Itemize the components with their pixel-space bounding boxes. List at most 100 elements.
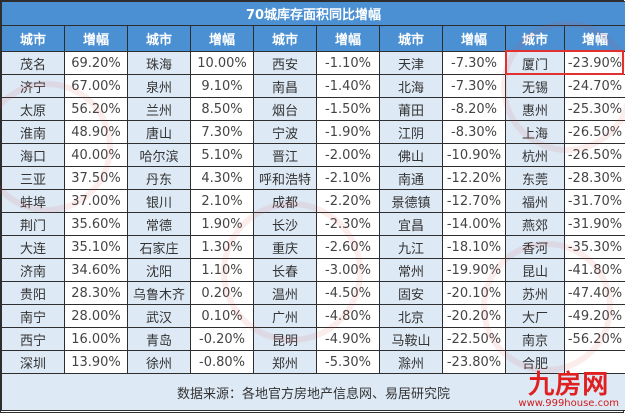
city-cell: 昆明 (253, 327, 317, 351)
city-cell: 西安 (253, 51, 317, 75)
city-cell: 深圳 (1, 350, 65, 374)
table-row: 贵阳 28.30% 乌鲁木齐 0.20% 温州 -4.50% 固安 -20.10% 苏州 -47.… (1, 281, 625, 305)
table-row: 茂名 69.20% 珠海 10.00% 西安 -1.10% 天津 -7.30% 厦门 -23.90… (1, 51, 625, 75)
logo-url: www.999house.com (518, 398, 619, 409)
column-header-city: 城市 (505, 25, 565, 52)
data-source-note: 数据来源：各地官方房地产信息网、易居研究院 (1, 373, 625, 411)
city-cell: 济南 (1, 258, 65, 282)
change-cell: -18.10% (442, 235, 506, 259)
change-cell: -14.00% (442, 212, 506, 236)
column-header-change: 增幅 (442, 25, 506, 52)
city-cell: 江阴 (379, 120, 443, 144)
city-cell: 银川 (127, 189, 191, 213)
change-cell: 48.90% (64, 120, 128, 144)
change-cell: -49.20% (564, 304, 625, 328)
change-cell: 35.10% (64, 235, 128, 259)
change-cell: 5.10% (190, 143, 254, 167)
change-cell: -24.70% (564, 74, 625, 98)
change-cell: -2.00% (316, 143, 380, 167)
city-cell: 长沙 (253, 212, 317, 236)
change-cell: -2.20% (316, 189, 380, 213)
city-cell: 上海 (505, 120, 565, 144)
change-cell: 0.20% (190, 281, 254, 305)
change-cell: -47.40% (564, 281, 625, 305)
table-row: 深圳 13.90% 徐州 -0.80% 郑州 -5.30% 滁州 -23.80% 合肥 (1, 350, 625, 374)
city-cell: 郑州 (253, 350, 317, 374)
table-row: 海口 40.00% 哈尔滨 5.10% 晋江 -2.00% 佛山 -10.90% 杭州 -26.5… (1, 143, 625, 167)
city-cell: 唐山 (127, 120, 191, 144)
table-row: 太原 56.20% 兰州 8.50% 烟台 -1.50% 莆田 -8.20% 惠州 -25.30% (1, 97, 625, 121)
change-cell: -12.70% (442, 189, 506, 213)
city-cell: 东莞 (505, 166, 565, 190)
change-cell: -23.90% (564, 51, 625, 75)
city-cell: 燕郊 (505, 212, 565, 236)
change-cell: -8.20% (442, 97, 506, 121)
change-cell: -2.10% (316, 166, 380, 190)
city-cell: 南通 (379, 166, 443, 190)
change-cell: -7.30% (442, 51, 506, 75)
table-title: 70城库存面积同比增幅 (1, 1, 625, 26)
change-cell: 13.90% (64, 350, 128, 374)
change-cell: 10.00% (190, 51, 254, 75)
city-cell: 马鞍山 (379, 327, 443, 351)
change-cell: -2.60% (316, 235, 380, 259)
city-cell: 南昌 (253, 74, 317, 98)
change-cell: -2.30% (316, 212, 380, 236)
city-cell: 大厂 (505, 304, 565, 328)
table-body: 茂名 69.20% 珠海 10.00% 西安 -1.10% 天津 -7.30% 厦门 -23.90… (1, 51, 625, 374)
change-cell: -8.30% (442, 120, 506, 144)
change-cell: 1.10% (190, 258, 254, 282)
city-cell: 景德镇 (379, 189, 443, 213)
city-cell: 石家庄 (127, 235, 191, 259)
city-cell: 南京 (505, 327, 565, 351)
column-header-city: 城市 (1, 25, 65, 52)
change-cell: -4.50% (316, 281, 380, 305)
change-cell: -5.30% (316, 350, 380, 374)
table-row: 荆门 35.60% 常德 1.90% 长沙 -2.30% 宜昌 -14.00% 燕郊 -31.90… (1, 212, 625, 236)
logo-text: 九房网 (528, 370, 610, 400)
column-header-change: 增幅 (316, 25, 380, 52)
change-cell: -28.30% (564, 166, 625, 190)
change-cell: 37.00% (64, 189, 128, 213)
city-cell: 武汉 (127, 304, 191, 328)
city-cell: 宁波 (253, 120, 317, 144)
change-cell: -41.80% (564, 258, 625, 282)
change-cell: -1.50% (316, 97, 380, 121)
change-cell: -1.10% (316, 51, 380, 75)
change-cell: -4.80% (316, 304, 380, 328)
city-cell: 滁州 (379, 350, 443, 374)
table-row: 济南 34.60% 沈阳 1.10% 长春 -3.00% 常州 -19.90% 昆山 -41.80… (1, 258, 625, 282)
city-cell: 莆田 (379, 97, 443, 121)
city-cell: 济宁 (1, 74, 65, 98)
city-cell: 乌鲁木齐 (127, 281, 191, 305)
table-row: 西宁 16.00% 青岛 -0.20% 昆明 -4.90% 马鞍山 -22.50% 南京 -56.… (1, 327, 625, 351)
table-row: 蚌埠 37.00% 银川 2.10% 成都 -2.20% 景德镇 -12.70% 福州 -31.7… (1, 189, 625, 213)
change-cell: 56.20% (64, 97, 128, 121)
table-row: 三亚 37.50% 丹东 4.30% 呼和浩特 -2.10% 南通 -12.20% 东莞 -28.… (1, 166, 625, 190)
city-cell: 惠州 (505, 97, 565, 121)
city-cell: 香河 (505, 235, 565, 259)
city-cell: 固安 (379, 281, 443, 305)
city-cell: 青岛 (127, 327, 191, 351)
change-cell: -12.20% (442, 166, 506, 190)
change-cell: 35.60% (64, 212, 128, 236)
change-cell: 8.50% (190, 97, 254, 121)
change-cell: -26.50% (564, 143, 625, 167)
city-cell: 贵阳 (1, 281, 65, 305)
change-cell: -56.20% (564, 327, 625, 351)
column-header-change: 增幅 (64, 25, 128, 52)
change-cell (564, 350, 625, 374)
change-cell: -23.80% (442, 350, 506, 374)
city-cell: 天津 (379, 51, 443, 75)
city-cell: 常德 (127, 212, 191, 236)
city-cell: 杭州 (505, 143, 565, 167)
city-cell: 九江 (379, 235, 443, 259)
column-header-city: 城市 (253, 25, 317, 52)
city-cell: 烟台 (253, 97, 317, 121)
change-cell: -7.30% (442, 74, 506, 98)
site-logo: 九房网 www.999house.com (518, 372, 619, 410)
table-row: 济宁 67.00% 泉州 9.10% 南昌 -1.40% 北海 -7.30% 无锡 -24.70% (1, 74, 625, 98)
city-cell: 南宁 (1, 304, 65, 328)
city-cell: 温州 (253, 281, 317, 305)
